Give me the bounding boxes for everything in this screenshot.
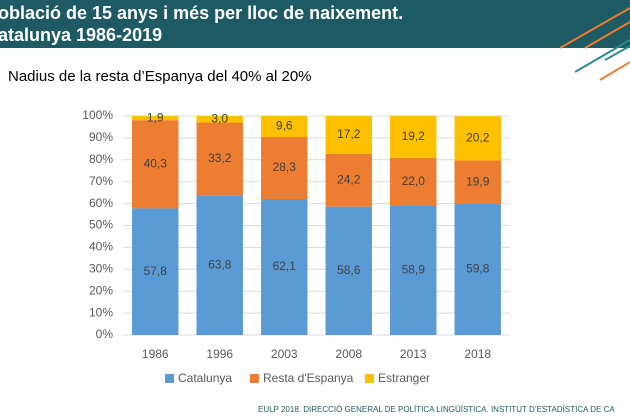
data-label: 24,2 (337, 172, 361, 186)
bar-segment (454, 204, 501, 335)
title-line: oblació de 15 anys i més per lloc de nai… (0, 3, 403, 23)
bar-segment (325, 206, 372, 335)
legend-swatch (250, 374, 259, 383)
bar-segment (132, 116, 179, 121)
bar-segment (261, 199, 308, 335)
data-label: 1,9 (147, 110, 164, 124)
bar-segment (390, 157, 437, 207)
title-line: atalunya 1986-2019 (0, 25, 162, 45)
x-tick-label: 1986 (142, 347, 169, 361)
data-label: 17,2 (337, 127, 361, 141)
y-tick-label: 70% (89, 174, 113, 188)
y-tick-label: 100% (82, 108, 113, 122)
y-tick-label: 20% (89, 283, 113, 297)
deco-line (574, 39, 630, 73)
x-tick-label: 2003 (271, 347, 298, 361)
data-label: 9,6 (276, 119, 293, 133)
y-tick-label: 10% (89, 305, 113, 319)
deco-line (559, 7, 630, 49)
legend-swatch (365, 374, 374, 383)
y-tick-label: 40% (89, 240, 113, 254)
header-band (0, 0, 630, 48)
x-tick-label: 1996 (206, 347, 233, 361)
legend-swatch (165, 374, 174, 383)
bar-segment (132, 208, 179, 335)
y-tick-label: 0% (96, 327, 114, 341)
x-tick-label: 2013 (400, 347, 427, 361)
legend-label: Estranger (378, 371, 430, 385)
deco-line (584, 21, 630, 49)
legend-label: Catalunya (178, 371, 232, 385)
deco-line (599, 61, 630, 81)
data-label: 33,2 (208, 151, 232, 165)
decoration (559, 7, 630, 81)
x-tick-label: 2008 (335, 347, 362, 361)
data-label: 19,9 (466, 174, 490, 188)
data-label: 22,0 (402, 174, 426, 188)
bar-segment (261, 116, 308, 138)
y-tick-label: 50% (89, 218, 113, 232)
bar-segment (325, 153, 372, 207)
bar-segment (196, 116, 243, 123)
x-tick-label: 2018 (464, 347, 491, 361)
y-tick-label: 90% (89, 130, 113, 144)
data-label: 28,3 (273, 160, 297, 174)
data-label: 57,8 (144, 264, 168, 278)
bar-segment (196, 195, 243, 335)
data-label: 20,2 (466, 131, 490, 145)
deco-line (604, 45, 630, 61)
bar-segment (454, 116, 501, 161)
bar-segment (390, 206, 437, 335)
y-tick-label: 60% (89, 196, 113, 210)
bar-segment (261, 137, 308, 200)
bar-segment (196, 122, 243, 196)
source: EULP 2018. DIRECCIÓ GENERAL DE POLÍTICA … (258, 405, 615, 414)
y-tick-label: 30% (89, 261, 113, 275)
y-tick-label: 80% (89, 152, 113, 166)
data-label: 58,9 (402, 263, 426, 277)
subtitle: Nadius de la resta d’Espanya del 40% al … (8, 68, 312, 85)
data-label: 62,1 (273, 259, 297, 273)
data-label: 19,2 (402, 129, 426, 143)
data-label: 3,0 (211, 111, 228, 125)
data-label: 58,6 (337, 263, 361, 277)
bar-segment (325, 116, 372, 154)
data-label: 59,8 (466, 262, 490, 276)
data-label: 40,3 (144, 156, 168, 170)
legend-label: Resta d'Espanya (263, 371, 354, 385)
bar-segment (132, 120, 179, 209)
bar-segment (390, 115, 437, 158)
data-label: 63,8 (208, 257, 232, 271)
bar-segment (454, 160, 501, 205)
